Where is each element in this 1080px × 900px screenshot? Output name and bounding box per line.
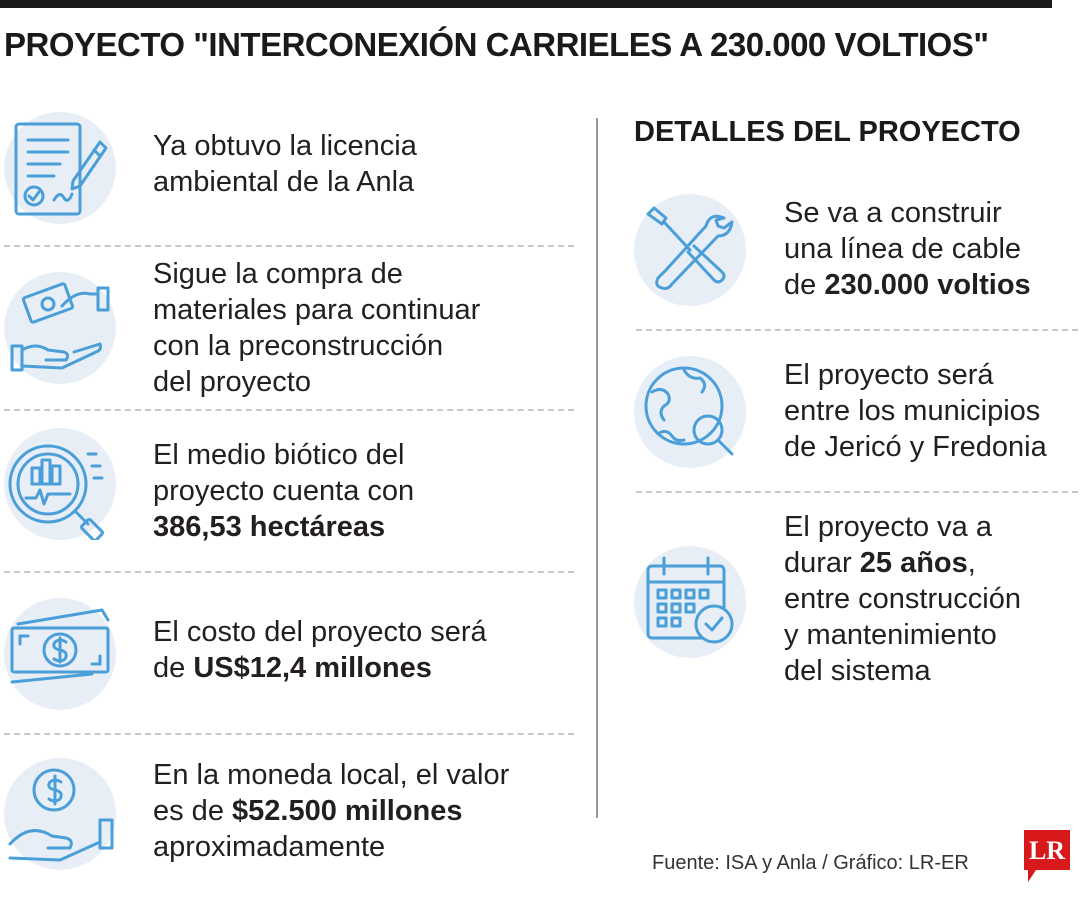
divider xyxy=(636,329,1078,331)
lr-logo xyxy=(1024,830,1070,882)
divider xyxy=(4,409,574,411)
money-exchange-hands-icon xyxy=(4,272,116,384)
info-text: El medio biótico del proyecto cuenta con … xyxy=(153,439,415,543)
info-text: El costo del proyecto será de US$12,4 mi… xyxy=(153,616,487,684)
highlight-value: $52.500 millones xyxy=(232,795,463,827)
analysis-magnifier-icon xyxy=(4,428,116,540)
source-note: Fuente: ISA y Anla / Gráfico: LR-ER xyxy=(652,852,969,874)
page-title: PROYECTO "INTERCONEXIÓN CARRIELES A 230.… xyxy=(4,26,989,63)
info-text: El proyecto va a durar 25 años, entre co… xyxy=(784,511,1021,687)
banknote-dollar-icon xyxy=(4,598,116,710)
info-text: El proyecto será entre los municipios de … xyxy=(784,359,1047,463)
info-text: En la moneda local, el valor es de $52.5… xyxy=(153,759,510,863)
globe-search-icon xyxy=(634,356,746,468)
license-document-icon xyxy=(4,112,116,224)
divider xyxy=(4,571,574,573)
lr-logo-text: LR xyxy=(1028,836,1066,865)
divider xyxy=(4,733,574,735)
section-title: DETALLES DEL PROYECTO xyxy=(634,116,1021,148)
divider xyxy=(636,491,1078,493)
info-text: Ya obtuvo la licencia ambiental de la Anl… xyxy=(153,130,417,198)
highlight-value: 230.000 voltios xyxy=(824,269,1031,301)
hand-coin-icon xyxy=(4,758,116,870)
highlight-value: 386,53 hectáreas xyxy=(153,511,386,543)
highlight-value: 25 años xyxy=(859,547,968,579)
calendar-check-icon xyxy=(634,546,746,658)
top-rule xyxy=(0,0,1052,8)
info-text: Sigue la compra de materiales para contin… xyxy=(153,258,481,398)
info-text: Se va a construir una línea de cable de 2… xyxy=(784,197,1031,301)
highlight-value: US$12,4 millones xyxy=(193,652,432,684)
divider xyxy=(4,245,574,247)
wrench-screwdriver-icon xyxy=(634,194,746,306)
column-separator xyxy=(596,118,598,818)
